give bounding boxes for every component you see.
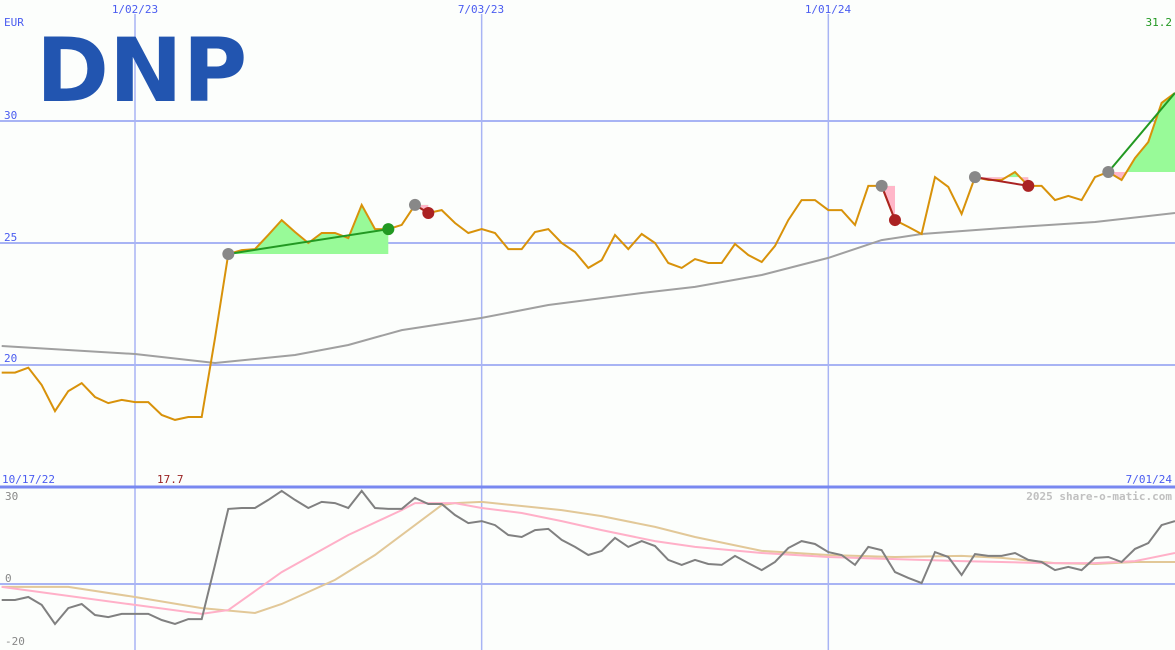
xtick-label-2: 7/03/23 bbox=[458, 3, 504, 16]
trade-open-marker bbox=[222, 247, 235, 260]
xtick-label-1: 1/02/23 bbox=[112, 3, 158, 16]
trade-line bbox=[974, 176, 1029, 187]
osc-ytick-label-30: 30 bbox=[5, 490, 18, 503]
price-line bbox=[1, 92, 1175, 421]
osc-main-line bbox=[1, 489, 1175, 626]
company-logo: DNP bbox=[36, 19, 247, 122]
ytick-label-30: 30 bbox=[4, 109, 17, 122]
trade-line bbox=[1107, 92, 1175, 173]
moving-average-line bbox=[1, 212, 1175, 365]
currency-label: EUR bbox=[4, 16, 24, 29]
trade-open-marker bbox=[408, 198, 421, 211]
trade-fills bbox=[228, 92, 1175, 254]
ytick-label-25: 25 bbox=[4, 231, 17, 244]
osc-ytick-label-0: 0 bbox=[5, 572, 12, 585]
high-label: 31.2 bbox=[1146, 16, 1173, 29]
end-date-label: 7/01/24 bbox=[1126, 473, 1173, 486]
trade-close-marker bbox=[888, 214, 901, 227]
trade-close-marker bbox=[382, 223, 395, 236]
osc-pink-line bbox=[1, 502, 1175, 615]
trade-close-marker bbox=[1022, 179, 1035, 192]
trade-loss-area bbox=[228, 253, 389, 254]
trade-open-marker bbox=[1102, 165, 1115, 178]
watermark: 2025 share-o-matic.com bbox=[1026, 490, 1172, 503]
trade-open-marker bbox=[875, 179, 888, 192]
xtick-label-3: 1/01/24 bbox=[805, 3, 852, 16]
osc-tan-line bbox=[1, 500, 1175, 615]
trade-open-marker bbox=[968, 171, 981, 184]
low-label: 17.7 bbox=[157, 473, 184, 486]
ytick-label-20: 20 bbox=[4, 352, 17, 365]
trade-line bbox=[880, 185, 896, 221]
axis-labels: EUR 30 25 20 1/02/23 7/03/23 1/01/24 31.… bbox=[2, 3, 1172, 648]
trade-line bbox=[228, 228, 389, 255]
series bbox=[1, 92, 1175, 626]
osc-ytick-label-minus20: -20 bbox=[5, 635, 25, 648]
trade-close-marker bbox=[422, 206, 435, 219]
trade-gain-area bbox=[228, 204, 389, 254]
grid bbox=[0, 14, 1175, 650]
trade-gain-area bbox=[1126, 92, 1175, 172]
start-date-label: 10/17/22 bbox=[2, 473, 55, 486]
trade-markers bbox=[222, 92, 1175, 260]
